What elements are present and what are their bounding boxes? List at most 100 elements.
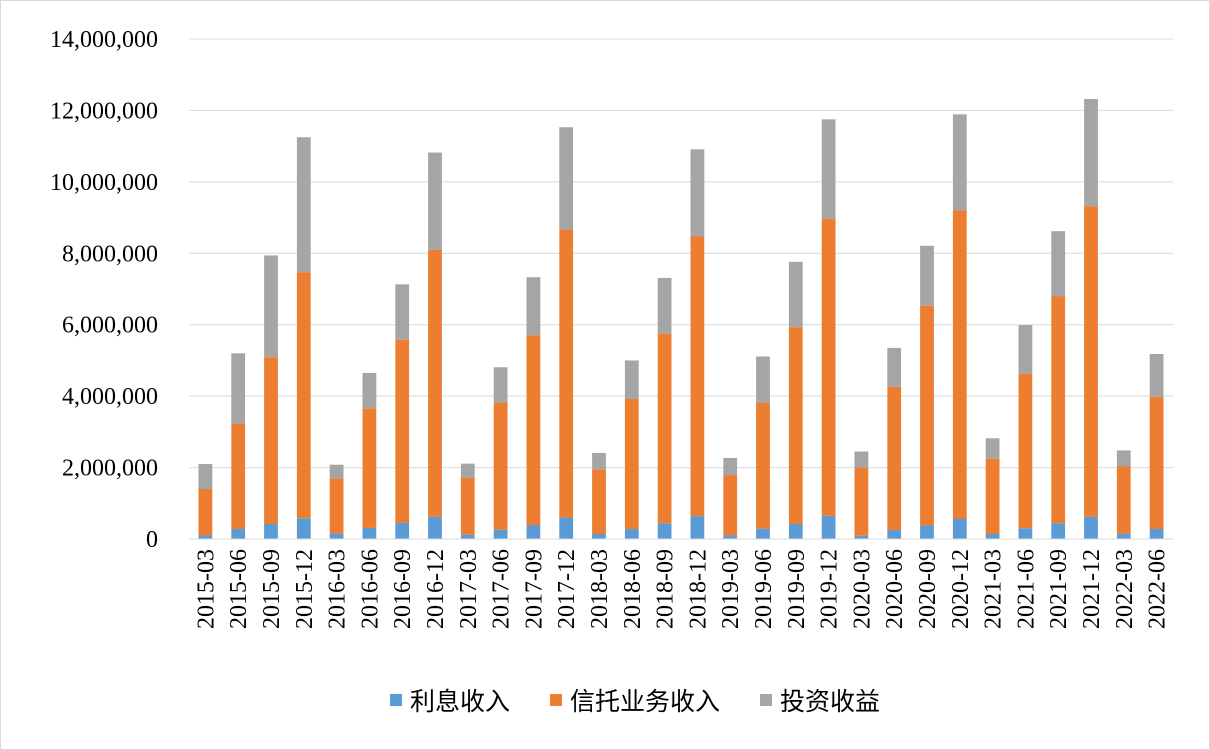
bar-segment-series-2 (296, 272, 311, 519)
bar-segment-series-3 (1051, 231, 1066, 297)
bar-segment-series-2 (1084, 206, 1098, 517)
x-tick-label: 2015-06 (226, 549, 252, 629)
bar-segment-series-3 (296, 137, 311, 273)
bar-segment-series-3 (460, 463, 475, 478)
bar-segment-series-2 (329, 478, 344, 534)
bar-segment-series-1 (329, 533, 344, 539)
bar-segment-series-3 (329, 464, 344, 479)
bar-segment-series-3 (1116, 450, 1131, 467)
x-tick-label: 2016-09 (390, 549, 416, 629)
bar-segment-series-1 (428, 516, 442, 539)
x-tick-label: 2016-03 (325, 549, 351, 629)
x-tick-label: 2015-09 (259, 549, 285, 629)
x-tick-label: 2021-03 (981, 549, 1007, 629)
bar-segment-series-3 (624, 360, 639, 399)
x-tick-label: 2016-06 (357, 549, 383, 629)
y-tick-label: 0 (146, 527, 158, 553)
bar-segment-series-1 (854, 535, 869, 539)
legend: 利息收入 信托业务收入 投资收益 (390, 687, 880, 716)
bar-segment-series-1 (756, 528, 770, 539)
bar-segment-series-3 (493, 367, 508, 403)
bar-segment-series-1 (1051, 523, 1066, 539)
bar-segment-series-1 (690, 516, 705, 539)
x-tick-label: 2018-09 (653, 549, 679, 629)
x-tick-label: 2021-12 (1079, 549, 1105, 629)
bar-segment-series-2 (362, 408, 377, 528)
bar-segment-series-1 (1149, 529, 1164, 539)
bar-segment-series-2 (985, 458, 1000, 534)
bar-segment-series-1 (264, 524, 278, 539)
bar-segment-series-1 (952, 519, 967, 539)
bar-segment-series-3 (592, 452, 606, 470)
x-tick-label: 2017-03 (456, 549, 482, 629)
bar-segment-series-3 (198, 464, 213, 489)
x-tick-label: 2019-09 (784, 549, 810, 629)
bar-segment-series-1 (592, 534, 606, 539)
bar-segment-series-3 (395, 284, 410, 340)
x-tick-label: 2017-12 (554, 549, 580, 629)
legend-swatch (760, 694, 772, 706)
legend-label: 信托业务收入 (570, 687, 720, 716)
bar-segment-series-3 (952, 114, 967, 211)
bar-segment-series-3 (657, 277, 672, 334)
legend-item-series-2: 信托业务收入 (550, 687, 720, 716)
bar-segment-series-3 (264, 255, 278, 358)
axes: 0 2,000,000 4,000,000 6,000,000 8,000,000 10,… (50, 27, 1173, 629)
bar-segment-series-3 (788, 261, 803, 328)
bar-segment-series-1 (362, 527, 377, 539)
x-tick-label: 2022-06 (1145, 549, 1171, 629)
bar-segment-series-3 (559, 127, 574, 230)
y-tick-label: 2,000,000 (62, 456, 158, 482)
x-tick-label: 2018-12 (685, 549, 711, 629)
bar-segment-series-3 (723, 457, 738, 476)
bar-segment-series-1 (395, 522, 410, 539)
bar-segment-series-3 (985, 438, 1000, 459)
x-tick-label: 2016-12 (423, 549, 449, 629)
bar-segment-series-2 (231, 423, 246, 529)
bar-segment-series-2 (920, 305, 934, 526)
bar-segment-series-3 (887, 347, 902, 387)
bar-segment-series-2 (854, 467, 869, 536)
bar-segment-series-1 (1084, 516, 1098, 539)
bar-segment-series-2 (592, 469, 606, 534)
legend-item-series-1: 利息收入 (390, 687, 510, 716)
bar-segment-series-1 (231, 529, 246, 539)
bar-segment-series-2 (1149, 396, 1164, 529)
bar-segment-series-2 (493, 402, 508, 530)
bar-segment-series-1 (723, 535, 738, 539)
bar-segment-series-2 (460, 477, 475, 535)
x-tick-label: 2015-03 (193, 549, 219, 629)
bar-segment-series-2 (1116, 466, 1131, 534)
legend-swatch (390, 694, 402, 706)
bar-segment-series-3 (690, 149, 705, 237)
bar-segment-series-3 (920, 245, 934, 306)
bar-segment-series-2 (1018, 373, 1033, 529)
bar-segment-series-1 (788, 524, 803, 539)
bar-segment-series-2 (395, 339, 410, 523)
x-tick-label: 2019-03 (718, 549, 744, 629)
y-tick-label: 8,000,000 (62, 241, 158, 267)
bar-segment-series-2 (428, 249, 442, 517)
bar-segment-series-2 (264, 357, 278, 524)
bar-segment-series-3 (231, 353, 246, 424)
y-tick-label: 4,000,000 (62, 384, 158, 410)
bar-segment-series-2 (526, 335, 541, 526)
x-tick-label: 2017-06 (489, 549, 515, 629)
legend-label: 投资收益 (780, 687, 880, 716)
x-tick-label: 2020-09 (915, 549, 941, 629)
x-tick-label: 2015-12 (292, 549, 318, 629)
bar-segment-series-1 (1116, 533, 1131, 539)
bar-segment-series-3 (428, 152, 442, 250)
bar-segment-series-3 (362, 372, 377, 409)
bar-segment-series-2 (952, 210, 967, 519)
gridlines (189, 38, 1173, 540)
x-tick-label: 2020-12 (948, 549, 974, 629)
bar-segment-series-1 (296, 518, 311, 539)
x-tick-label: 2018-06 (620, 549, 646, 629)
x-tick-label: 2017-09 (521, 549, 547, 629)
bar-segment-series-1 (985, 534, 1000, 539)
x-tick-label: 2021-06 (1013, 549, 1039, 629)
bar-segment-series-2 (821, 218, 836, 516)
